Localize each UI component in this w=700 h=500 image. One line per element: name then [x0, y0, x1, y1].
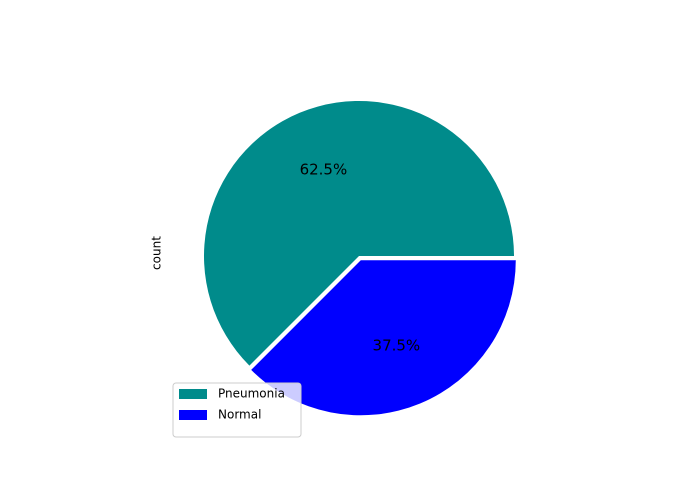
legend-label: Normal: [218, 408, 261, 422]
slice-label: 62.5%: [300, 161, 348, 179]
pie-slice: [203, 101, 514, 366]
slice-label: 37.5%: [373, 337, 421, 355]
y-axis-label: count: [150, 236, 164, 270]
legend-swatch: [179, 410, 207, 420]
legend: Pneumonia Normal: [172, 382, 302, 438]
legend-swatch: [179, 389, 207, 399]
legend-label: Pneumonia: [218, 387, 285, 401]
pie-slice: [251, 260, 516, 416]
